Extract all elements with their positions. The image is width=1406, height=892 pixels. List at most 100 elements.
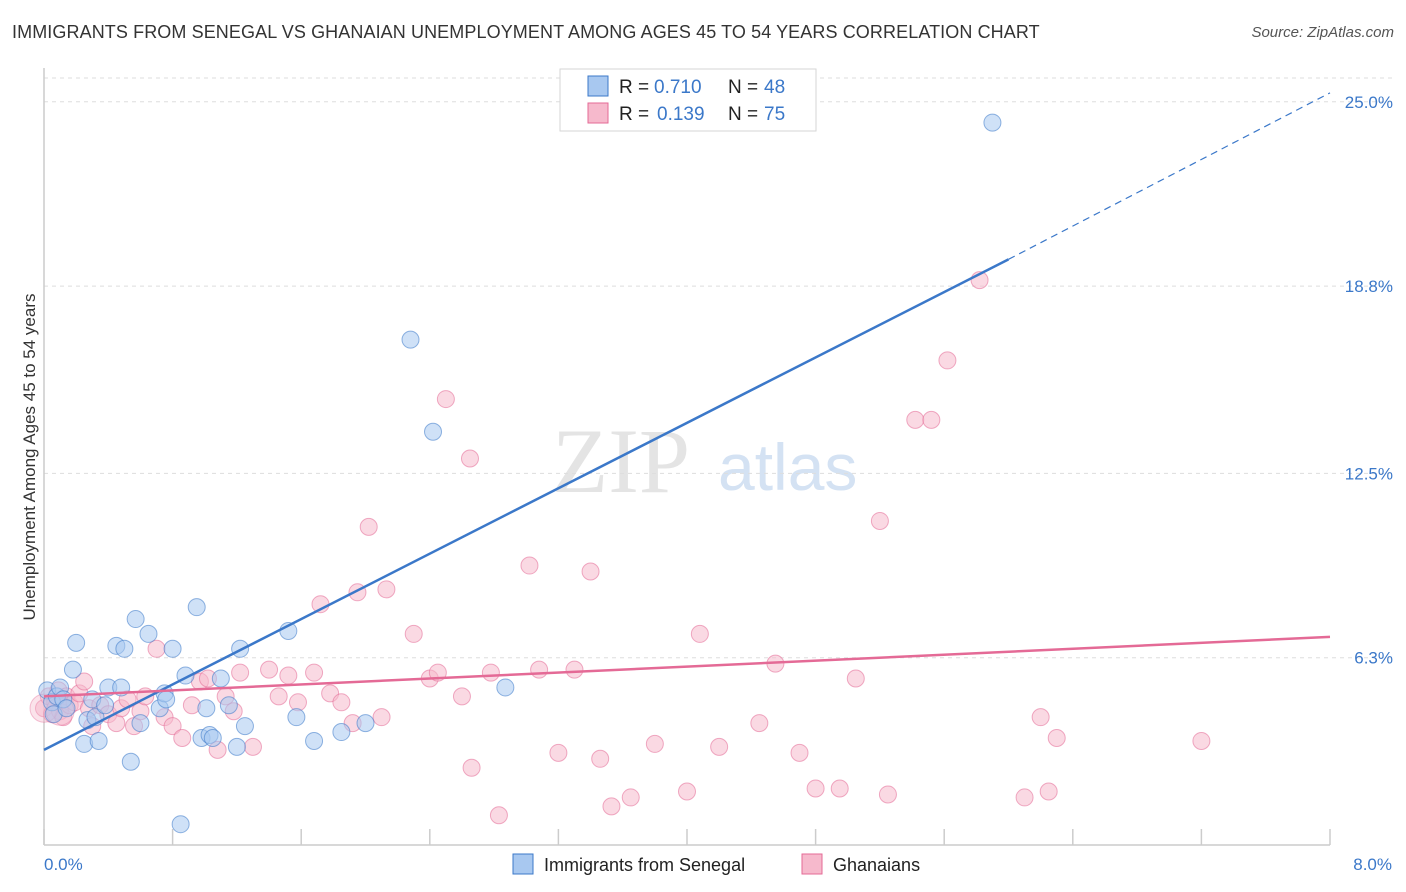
- y-tick-labels: 6.3% 12.5% 18.8% 25.0%: [1345, 93, 1393, 668]
- series-legend: Immigrants from Senegal Ghanaians: [512, 853, 920, 875]
- legend-r-value-2: 0.139: [657, 104, 705, 125]
- ghanaians-point: [163, 717, 182, 736]
- senegal-point: [126, 610, 145, 629]
- ghanaians-point: [452, 687, 471, 706]
- senegal-point: [139, 624, 158, 643]
- y-tick-label: 6.3%: [1354, 649, 1393, 668]
- ghanaians-point: [710, 737, 729, 756]
- ghanaians-point: [750, 714, 769, 733]
- legend-r-label-2: R =: [619, 104, 649, 125]
- ghanaians-point: [436, 390, 455, 409]
- ghanaians-point: [591, 749, 610, 768]
- senegal-point: [131, 714, 150, 733]
- ghanaians-point: [481, 663, 500, 682]
- ghanaians-point: [147, 639, 166, 658]
- y-axis-title: Unemployment Among Ages 45 to 54 years: [20, 294, 39, 621]
- bottom-legend-label-senegal: Immigrants from Senegal: [544, 855, 745, 875]
- y-tick-label: 25.0%: [1345, 93, 1393, 112]
- ghanaians-point: [1192, 731, 1211, 750]
- legend-swatch-ghanaians: [587, 102, 609, 124]
- source-credit: Source: ZipAtlas.com: [1251, 24, 1394, 41]
- ghanaians-point: [288, 693, 307, 712]
- ghanaians-point: [906, 410, 925, 429]
- watermark-zip: ZIP: [552, 410, 690, 512]
- ghanaians-point: [790, 743, 809, 762]
- ghanaians-point: [870, 511, 889, 530]
- ghanaians-point: [678, 782, 696, 801]
- ghanaians-point: [602, 797, 621, 816]
- ghanaians-point: [1031, 708, 1050, 727]
- senegal-point: [75, 734, 94, 753]
- senegal-point: [983, 113, 1002, 132]
- senegal-point: [121, 752, 140, 771]
- senegal-point: [203, 728, 222, 747]
- senegal-point: [57, 699, 76, 718]
- ghanaians-point: [846, 669, 865, 688]
- senegal-point: [356, 714, 375, 733]
- ghanaians-point: [1047, 728, 1066, 747]
- senegal-point: [424, 422, 443, 441]
- senegal-point: [63, 660, 82, 679]
- legend-n-label-2: N =: [728, 104, 758, 125]
- ghanaians-point: [922, 410, 941, 429]
- legend-n-label-1: N =: [728, 77, 758, 98]
- senegal-point: [171, 815, 190, 834]
- ghanaians-point: [830, 779, 849, 798]
- ghanaians-point: [377, 580, 396, 599]
- trend-lines: [43, 92, 1331, 751]
- senegal-point: [67, 633, 86, 652]
- y-tick-label: 12.5%: [1345, 464, 1393, 483]
- ghanaians-point: [645, 734, 664, 753]
- senegal-point: [197, 699, 216, 718]
- legend-n-value-1: 48: [764, 77, 785, 98]
- bottom-legend-label-ghanaians: Ghanaians: [833, 855, 920, 875]
- senegal-point: [235, 717, 254, 736]
- bottom-legend-swatch-senegal: [512, 853, 534, 875]
- ghanaians-point: [332, 693, 351, 712]
- senegal-trend-line: [43, 258, 1010, 751]
- ghanaians-point: [372, 708, 391, 727]
- senegal-point: [157, 690, 176, 709]
- ghanaians-point: [243, 737, 262, 756]
- senegal-trend-extension: [1008, 92, 1331, 260]
- x-tick-label-max: 8.0%: [1353, 855, 1392, 874]
- legend-swatch-senegal: [587, 75, 609, 97]
- x-axis-ticks: [43, 829, 1331, 845]
- series-senegal-points: [38, 113, 1002, 834]
- ghanaians-point: [938, 351, 957, 370]
- senegal-point: [305, 731, 324, 750]
- senegal-point: [163, 639, 182, 658]
- ghanaians-point: [359, 517, 378, 536]
- senegal-point: [401, 330, 420, 349]
- ghanaians-point: [530, 660, 549, 679]
- ghanaians-point: [878, 785, 897, 804]
- x-tick-label-min: 0.0%: [44, 855, 83, 874]
- ghanaians-point: [1015, 788, 1034, 807]
- chart-title: IMMIGRANTS FROM SENEGAL VS GHANAIAN UNEM…: [12, 22, 1040, 42]
- ghanaians-point: [462, 758, 481, 777]
- ghanaians-point: [305, 663, 324, 682]
- senegal-point: [227, 737, 246, 756]
- senegal-point: [96, 696, 115, 715]
- ghanaians-point: [460, 449, 479, 468]
- ghanaians-point: [1039, 782, 1058, 801]
- ghanaians-point: [231, 663, 250, 682]
- senegal-point: [219, 696, 238, 715]
- ghanaians-point: [173, 728, 192, 747]
- ghanaians-point: [565, 660, 584, 679]
- ghanaians-point: [549, 743, 568, 762]
- ghanaians-point: [182, 696, 201, 715]
- senegal-point: [89, 731, 108, 750]
- senegal-point: [332, 723, 351, 742]
- ghanaians-point: [806, 779, 825, 798]
- ghanaians-point: [581, 562, 600, 581]
- ghanaians-trend-line: [43, 635, 1331, 698]
- senegal-point: [211, 669, 230, 688]
- ghanaians-point: [520, 556, 539, 575]
- correlation-legend: R = 0.710 N = 48 R = 0.139 N = 75: [559, 68, 817, 132]
- senegal-point: [496, 678, 515, 697]
- watermark-atlas: atlas: [718, 430, 857, 504]
- senegal-point: [187, 598, 206, 617]
- ghanaians-point: [260, 660, 279, 679]
